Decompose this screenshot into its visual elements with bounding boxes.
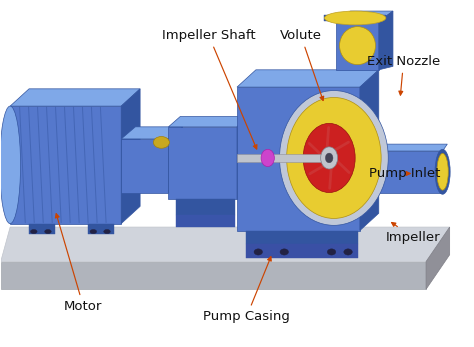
Polygon shape [168, 127, 182, 193]
Ellipse shape [261, 149, 274, 167]
Ellipse shape [344, 249, 352, 255]
Ellipse shape [339, 27, 375, 65]
Text: Motor: Motor [55, 214, 102, 313]
Polygon shape [237, 87, 360, 230]
Text: Pump Casing: Pump Casing [203, 257, 290, 323]
Ellipse shape [45, 229, 51, 234]
Polygon shape [246, 230, 357, 244]
Polygon shape [0, 227, 450, 262]
Polygon shape [237, 154, 331, 162]
Ellipse shape [280, 249, 289, 255]
Ellipse shape [435, 149, 450, 194]
Ellipse shape [30, 229, 37, 234]
Ellipse shape [104, 229, 110, 234]
Polygon shape [168, 117, 249, 127]
Ellipse shape [303, 124, 355, 193]
Polygon shape [175, 215, 235, 227]
Polygon shape [379, 11, 393, 70]
Ellipse shape [320, 147, 337, 169]
Polygon shape [0, 262, 426, 289]
Polygon shape [237, 70, 379, 87]
Polygon shape [379, 151, 443, 193]
Ellipse shape [280, 91, 388, 225]
Ellipse shape [287, 98, 381, 218]
Text: Pump Inlet: Pump Inlet [369, 167, 440, 180]
Polygon shape [121, 89, 140, 223]
Ellipse shape [0, 106, 20, 223]
Ellipse shape [254, 249, 263, 255]
Polygon shape [360, 70, 379, 230]
Polygon shape [324, 15, 386, 22]
Polygon shape [175, 200, 235, 215]
Ellipse shape [324, 11, 386, 25]
Polygon shape [336, 22, 379, 70]
Polygon shape [246, 244, 357, 258]
Ellipse shape [325, 153, 333, 163]
Polygon shape [237, 117, 249, 200]
Polygon shape [168, 127, 237, 200]
Ellipse shape [90, 229, 97, 234]
Polygon shape [88, 223, 114, 234]
Polygon shape [29, 223, 55, 234]
Polygon shape [10, 106, 121, 223]
Text: Impeller: Impeller [385, 222, 440, 244]
Polygon shape [121, 139, 168, 193]
Ellipse shape [327, 249, 336, 255]
Text: Impeller Shaft: Impeller Shaft [162, 29, 257, 149]
Polygon shape [121, 127, 182, 139]
Polygon shape [379, 144, 447, 151]
Text: Exit Nozzle: Exit Nozzle [367, 55, 440, 95]
Polygon shape [10, 89, 140, 106]
Polygon shape [426, 227, 450, 289]
Text: Volute: Volute [280, 29, 324, 101]
Ellipse shape [154, 136, 169, 148]
Ellipse shape [437, 153, 448, 190]
Polygon shape [336, 11, 393, 22]
